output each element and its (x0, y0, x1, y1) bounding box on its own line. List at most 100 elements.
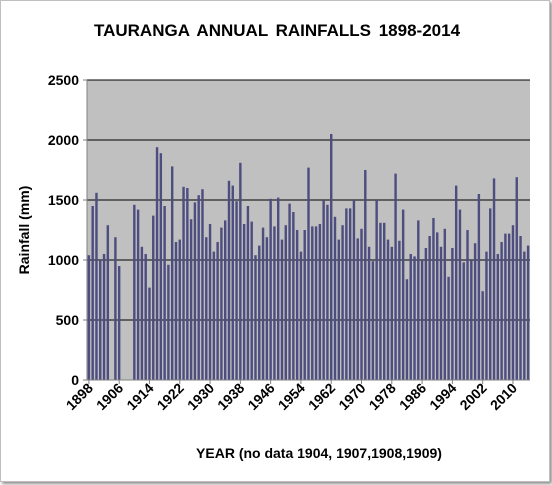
bar-1972 (367, 246, 371, 380)
bar-1985 (417, 220, 420, 380)
bar-1942 (254, 255, 257, 380)
bar-1955 (303, 230, 306, 380)
y-tick-label: 1500 (48, 192, 79, 208)
bar-1924 (186, 188, 189, 380)
bar-1905 (114, 237, 117, 380)
bar-1947 (273, 226, 276, 380)
bar-2010 (511, 225, 515, 380)
bar-1921 (174, 242, 178, 380)
bar-2000 (473, 243, 477, 380)
bar-1918 (163, 206, 166, 380)
x-tick-label: 1938 (214, 380, 247, 413)
bar-1999 (470, 260, 473, 380)
bar-1949 (280, 239, 284, 380)
bar-1925 (189, 219, 193, 380)
bar-1938 (239, 162, 242, 380)
bar-1951 (288, 203, 291, 380)
x-axis-label: YEAR (no data 1904, 1907,1908,1909) (196, 445, 442, 461)
bar-1962 (330, 134, 333, 380)
bar-1926 (193, 202, 197, 380)
bar-1984 (413, 256, 416, 380)
bar-2007 (500, 242, 503, 380)
bar-1945 (265, 237, 269, 380)
bar-1976 (383, 222, 386, 380)
bar-1965 (341, 225, 344, 380)
bar-1933 (220, 227, 223, 380)
bar-1899 (91, 206, 94, 380)
bar-1934 (223, 220, 227, 380)
bar-1906 (117, 266, 121, 380)
x-tick-label: 1954 (275, 380, 308, 413)
bar-1987 (424, 248, 428, 380)
bar-2011 (515, 177, 518, 380)
bars (87, 134, 530, 380)
bar-1927 (197, 195, 200, 380)
y-tick-label: 0 (71, 372, 79, 388)
x-tick-label: 2002 (456, 380, 489, 413)
bar-1995 (454, 185, 458, 380)
bar-1914 (148, 287, 151, 380)
bar-1919 (167, 264, 170, 380)
x-tick-label: 1914 (123, 380, 156, 413)
y-axis-label: Rainfall (mm) (16, 186, 32, 275)
bar-2002 (481, 291, 484, 380)
y-tick-label: 500 (56, 312, 80, 328)
bar-1980 (398, 240, 401, 380)
bar-1932 (216, 242, 219, 380)
bar-1954 (299, 251, 303, 380)
bar-1928 (201, 189, 204, 380)
bar-1923 (182, 186, 185, 380)
bar-2001 (477, 194, 481, 380)
x-tick-label: 1946 (244, 380, 277, 413)
x-tick-label: 1994 (426, 380, 459, 413)
bar-1966 (345, 208, 348, 380)
bar-1993 (447, 276, 450, 380)
bar-1991 (439, 246, 443, 380)
bar-1900 (95, 192, 98, 380)
bar-1952 (292, 212, 295, 380)
bar-1977 (386, 239, 390, 380)
bar-1911 (136, 209, 140, 380)
bar-1948 (277, 197, 280, 380)
bar-1970 (360, 228, 363, 380)
y-tick-label: 2000 (48, 132, 79, 148)
bar-1950 (284, 225, 287, 380)
y-tick-labels: 0 500 1000 1500 2000 2500 (48, 72, 87, 388)
bar-1983 (409, 254, 412, 380)
bar-1988 (428, 236, 431, 380)
bar-1964 (337, 239, 340, 380)
bar-1990 (436, 232, 439, 380)
x-tick-label: 1898 (63, 380, 96, 413)
bar-1981 (401, 209, 405, 380)
bar-1936 (231, 185, 234, 380)
x-tick-label: 1962 (305, 380, 338, 413)
x-tick-label: 2010 (487, 380, 520, 413)
bar-1946 (269, 198, 272, 380)
bar-1989 (432, 218, 435, 380)
bar-1994 (451, 248, 454, 380)
bar-2003 (485, 251, 488, 380)
bar-1912 (140, 246, 144, 380)
bar-2012 (519, 236, 522, 380)
bar-1913 (144, 254, 147, 380)
bar-2013 (523, 251, 526, 380)
bar-1979 (394, 173, 397, 380)
bar-1986 (420, 260, 424, 380)
bar-1996 (458, 209, 462, 380)
bar-1967 (348, 208, 352, 380)
bar-1917 (159, 153, 163, 380)
bar-2009 (507, 233, 511, 380)
chart-title: TAURANGA ANNUAL RAINFALLS 1898-2014 (94, 21, 461, 40)
x-tick-label: 1930 (184, 380, 217, 413)
x-tick-label: 1906 (93, 380, 126, 413)
bar-1971 (364, 170, 367, 380)
bar-1920 (170, 166, 174, 380)
bar-2006 (496, 254, 500, 380)
bar-1930 (208, 224, 212, 380)
bar-1915 (152, 215, 155, 380)
bar-1969 (356, 238, 359, 380)
bar-1960 (322, 200, 325, 380)
bar-1940 (246, 206, 250, 380)
bar-1968 (352, 200, 356, 380)
